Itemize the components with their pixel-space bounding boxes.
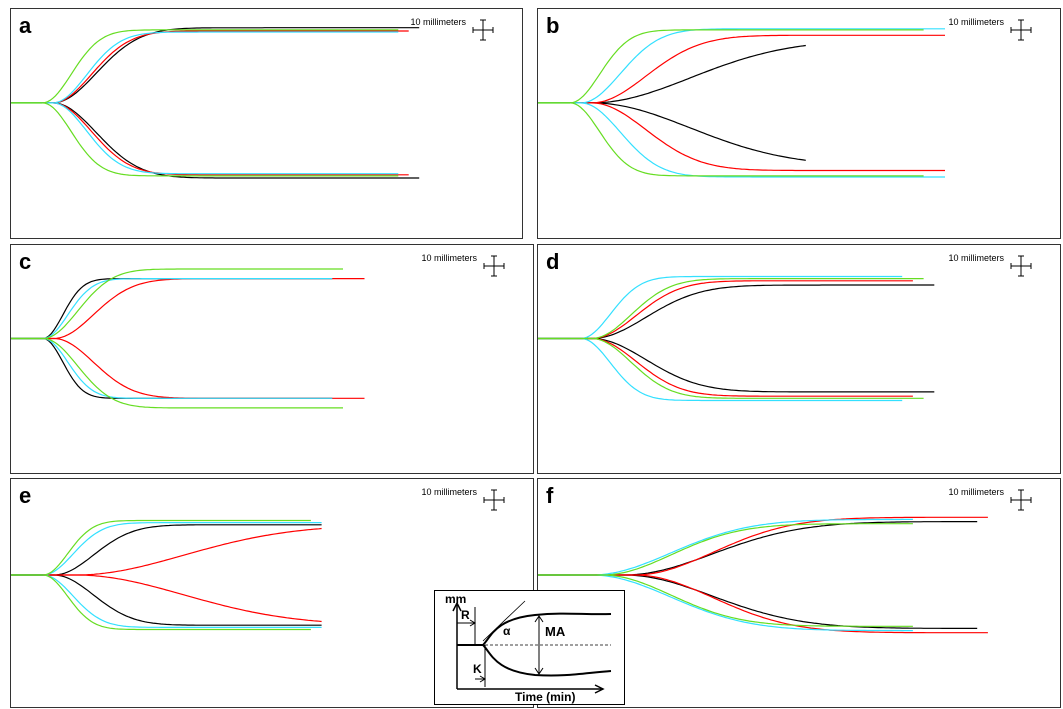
- r-label: R: [461, 608, 470, 622]
- trace-lower: [482, 644, 612, 677]
- panel-label: d: [546, 249, 560, 274]
- scale-label: 10 millimeters: [421, 487, 477, 497]
- panel-a: a 10 millimeters: [10, 8, 523, 239]
- trace-green-upper: [11, 519, 311, 576]
- scale-label: 10 millimeters: [948, 17, 1004, 27]
- trace-red-upper: [11, 278, 365, 340]
- trace-red-lower: [11, 337, 365, 399]
- alpha-tangent: [482, 600, 526, 642]
- ma-arrow-icon: [534, 615, 544, 675]
- trace-black-lower: [11, 574, 322, 626]
- trace-green-upper: [11, 268, 343, 340]
- trace-green-upper: [538, 278, 924, 340]
- trace-green-lower: [11, 337, 343, 409]
- trace-cyan-lower: [11, 574, 322, 628]
- teg-curves: [538, 28, 945, 178]
- trace-black-upper: [538, 521, 978, 576]
- trace-red-upper: [538, 516, 988, 576]
- trace-black-lower: [538, 337, 935, 393]
- trace-cyan-upper: [11, 31, 399, 104]
- trace-cyan-upper: [11, 278, 333, 340]
- y-axis-label: mm: [445, 592, 466, 606]
- panel-d: d 10 millimeters: [537, 244, 1061, 474]
- panel-b: b 10 millimeters: [537, 8, 1061, 239]
- trace-cyan-lower: [538, 337, 903, 402]
- trace-cyan-lower: [11, 102, 399, 175]
- trace-black-upper: [11, 27, 420, 104]
- trace-black-lower: [11, 337, 333, 399]
- x-axis-arrow-icon: [594, 684, 605, 694]
- scale-label: 10 millimeters: [421, 253, 477, 263]
- teg-curves: [538, 275, 935, 402]
- panel-label: a: [19, 13, 32, 38]
- trace-cyan-upper: [11, 522, 322, 576]
- alpha-label: α: [503, 624, 511, 638]
- trace-black-upper: [11, 278, 333, 340]
- trace-black-upper: [11, 524, 322, 576]
- teg-curves: [538, 516, 988, 634]
- trace-upper: [482, 612, 612, 646]
- panel-label: c: [19, 249, 32, 274]
- panel-label: b: [546, 13, 560, 38]
- trace-green-lower: [538, 337, 924, 399]
- teg-schematic: mm R K α MA Time (min): [445, 592, 612, 704]
- trace-black-upper: [538, 284, 935, 340]
- trace-black-upper: [538, 44, 806, 104]
- trace-red-lower: [538, 337, 913, 397]
- scale-label: 10 millimeters: [948, 253, 1004, 263]
- scale-label: 10 millimeters: [948, 487, 1004, 497]
- k-arrow-icon: [475, 675, 486, 683]
- trace-black-lower: [11, 102, 420, 179]
- trace-green-upper: [538, 29, 924, 104]
- trace-red-upper: [11, 30, 409, 104]
- teg-curves: [11, 268, 365, 409]
- scale-label: 10 millimeters: [410, 17, 466, 27]
- scale-crosshair-icon: [1010, 255, 1032, 277]
- trace-green-upper: [11, 29, 399, 104]
- trace-green-lower: [11, 574, 311, 631]
- trace-cyan-upper: [538, 28, 945, 104]
- panel-c: c 10 millimeters: [10, 244, 534, 474]
- trace-red-upper: [11, 527, 322, 576]
- trace-red-lower: [11, 574, 322, 623]
- r-arrow-icon: [457, 619, 476, 627]
- scale-crosshair-icon: [483, 489, 505, 511]
- scale-crosshair-icon: [1010, 19, 1032, 41]
- trace-red-upper: [538, 34, 945, 104]
- y-axis-arrow-icon: [452, 601, 462, 612]
- trace-red-upper: [538, 280, 913, 340]
- panel-label: e: [19, 483, 32, 508]
- trace-cyan-upper: [538, 275, 903, 340]
- trace-red-lower: [11, 102, 409, 176]
- scale-crosshair-icon: [1010, 489, 1032, 511]
- trace-green-lower: [538, 102, 924, 177]
- trace-green-lower: [538, 574, 913, 627]
- panel-label: f: [546, 483, 554, 508]
- teg-curves: [11, 519, 322, 631]
- scale-crosshair-icon: [483, 255, 505, 277]
- teg-curves: [11, 27, 420, 179]
- trace-black-lower: [538, 102, 806, 161]
- trace-green-lower: [11, 102, 399, 177]
- teg-parameter-legend: mm R K α MA Time (min): [434, 590, 625, 705]
- x-axis-label: Time (min): [515, 690, 575, 704]
- ma-label: MA: [545, 624, 566, 639]
- scale-crosshair-icon: [472, 19, 494, 41]
- trace-cyan-lower: [11, 337, 333, 399]
- trace-red-lower: [538, 102, 945, 172]
- k-label: K: [473, 662, 482, 676]
- trace-cyan-lower: [538, 102, 945, 178]
